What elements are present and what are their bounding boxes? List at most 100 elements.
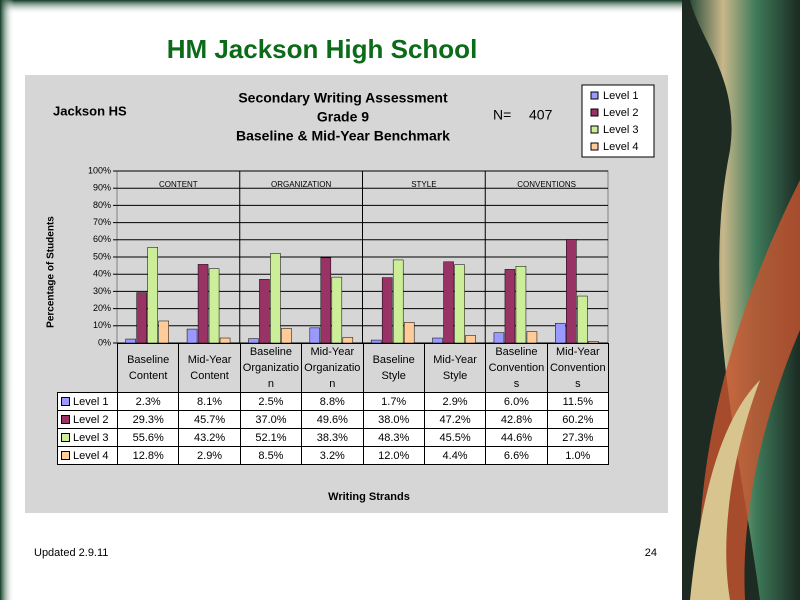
table-cell: 27.3% xyxy=(546,428,610,447)
bar xyxy=(186,328,198,344)
table-key: Level 1 xyxy=(57,392,118,411)
y-tick-label: 60% xyxy=(93,234,111,244)
table-series-name: Level 3 xyxy=(73,431,109,444)
table-cell: 1.0% xyxy=(546,446,610,465)
table-row: Level 4 12.8% 2.9% 8.5% 3.2% 12.0% 4.4% 6.6% 1.0… xyxy=(57,446,610,465)
chart-title: Baseline & Mid-Year Benchmark xyxy=(236,128,450,144)
bar xyxy=(403,322,415,344)
bar xyxy=(197,264,209,344)
bar xyxy=(259,279,270,344)
bar xyxy=(331,276,343,344)
annotation: N= xyxy=(493,107,511,123)
x-tick-label: Baseline Style xyxy=(362,343,425,393)
chart-title: Grade 9 xyxy=(317,109,369,125)
x-tick-label: Mid-Year Style xyxy=(423,343,487,393)
table-cell: 8.1% xyxy=(178,392,241,411)
frame-left xyxy=(0,0,14,600)
legend-swatch xyxy=(590,125,599,134)
annotation: Jackson HS xyxy=(53,103,127,118)
table-cell: 42.8% xyxy=(485,410,548,429)
table-series-name: Level 1 xyxy=(73,395,109,408)
bar xyxy=(158,320,169,344)
footer: Updated 2.9.11 xyxy=(34,547,108,559)
bar xyxy=(465,335,476,344)
table-cell: 8.8% xyxy=(301,392,364,411)
table-key: Level 4 xyxy=(57,446,118,465)
table-cell: 47.2% xyxy=(423,410,487,429)
y-tick-label: 90% xyxy=(93,183,111,193)
bar xyxy=(577,295,588,344)
group-label: ORGANIZATION xyxy=(271,180,332,189)
table-corner xyxy=(58,344,118,393)
table-cell: 60.2% xyxy=(546,410,610,429)
table-cell: 52.1% xyxy=(239,428,303,447)
table-cell: 48.3% xyxy=(362,428,425,447)
table-row: Level 1 2.3% 8.1% 2.5% 8.8% 1.7% 2.9% 6.0% 11.5% xyxy=(57,392,610,411)
bar xyxy=(309,327,321,344)
table-cell: 29.3% xyxy=(116,410,180,429)
group-label: STYLE xyxy=(411,180,436,189)
bar xyxy=(320,257,332,344)
table-cell: 3.2% xyxy=(301,446,364,465)
table-row: Level 2 29.3% 45.7% 37.0% 49.6% 38.0% 47.2% 42.… xyxy=(57,410,610,429)
legend-label: Level 1 xyxy=(603,90,638,102)
y-tick-label: 30% xyxy=(93,286,111,296)
y-tick-label: 40% xyxy=(93,269,111,279)
frame-top xyxy=(0,0,690,14)
x-tick-label: Baseline Content xyxy=(116,343,180,393)
table-cell: 37.0% xyxy=(239,410,303,429)
bar xyxy=(281,328,292,344)
legend-swatch xyxy=(590,91,599,100)
bar xyxy=(504,269,516,344)
bar xyxy=(443,261,454,344)
decor-shape xyxy=(690,0,800,600)
bar xyxy=(392,259,404,344)
bar xyxy=(136,292,147,344)
bar xyxy=(147,247,158,344)
table-cell: 45.7% xyxy=(178,410,241,429)
bar xyxy=(588,341,599,344)
table-cell: 2.9% xyxy=(178,446,241,465)
table-cell: 1.7% xyxy=(362,392,425,411)
table-cell: 12.0% xyxy=(362,446,425,465)
y-tick-label: 100% xyxy=(88,165,111,175)
table-cell: 2.5% xyxy=(239,392,303,411)
y-tick-label: 0% xyxy=(98,337,111,347)
legend-label: Level 3 xyxy=(603,124,638,136)
table-swatch xyxy=(61,415,70,425)
x-tick-label: Mid-Year Conventions xyxy=(546,343,610,393)
legend-swatch xyxy=(590,142,599,151)
bar xyxy=(370,339,382,344)
bar xyxy=(432,337,443,344)
table-cell: 2.3% xyxy=(116,392,180,411)
bar xyxy=(566,239,577,344)
table-cell: 12.8% xyxy=(116,446,180,465)
table-cell: 8.5% xyxy=(239,446,303,465)
y-tick-label: 10% xyxy=(93,320,111,330)
y-axis-label: Percentage of Students xyxy=(46,216,57,328)
slide-title: HM Jackson High School xyxy=(167,34,478,64)
legend-label: Level 2 xyxy=(603,107,638,119)
bar xyxy=(526,331,538,344)
table-series-name: Level 4 xyxy=(73,449,109,462)
table-cell: 45.5% xyxy=(423,428,487,447)
table-header-row: Baseline Content Mid-Year Content Baseline… xyxy=(58,343,610,393)
bar xyxy=(381,277,393,344)
group-label: CONVENTIONS xyxy=(517,180,576,189)
table-swatch xyxy=(61,433,70,443)
table-series-name: Level 2 xyxy=(73,413,109,426)
decor-shape xyxy=(690,380,760,600)
data-table: Baseline Content Mid-Year Content Baseline… xyxy=(57,343,610,465)
chart-title: Secondary Writing Assessment xyxy=(238,90,448,106)
table-cell: 2.9% xyxy=(423,392,487,411)
bar xyxy=(208,268,220,344)
bar xyxy=(454,264,465,344)
table-cell: 4.4% xyxy=(423,446,487,465)
x-tick-label: Baseline Organization xyxy=(239,343,303,393)
x-tick-label: Mid-Year Organization xyxy=(301,343,364,393)
table-swatch xyxy=(61,397,70,407)
y-tick-label: 70% xyxy=(93,217,111,227)
x-tick-label: Baseline Conventions xyxy=(485,343,548,393)
